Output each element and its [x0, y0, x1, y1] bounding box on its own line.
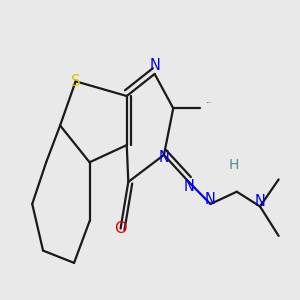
Text: O: O	[114, 221, 127, 236]
Text: N: N	[205, 192, 216, 207]
Text: methyl: methyl	[207, 102, 212, 104]
Text: N: N	[149, 58, 160, 73]
Text: N: N	[183, 179, 194, 194]
Text: N: N	[255, 194, 266, 209]
Text: H: H	[229, 158, 239, 172]
Text: N: N	[158, 150, 169, 165]
Text: S: S	[71, 74, 80, 89]
